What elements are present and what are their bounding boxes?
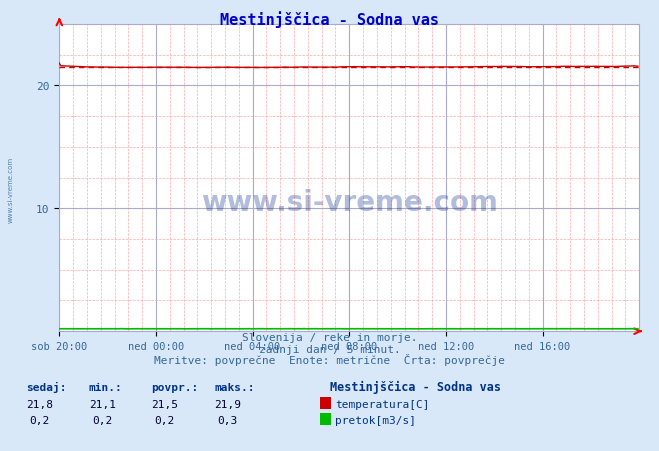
Text: www.si-vreme.com: www.si-vreme.com [201,189,498,216]
Text: 21,5: 21,5 [152,399,178,409]
Text: www.si-vreme.com: www.si-vreme.com [8,156,14,222]
Text: maks.:: maks.: [214,382,254,392]
Text: 0,2: 0,2 [155,415,175,425]
Text: povpr.:: povpr.: [152,382,199,392]
Text: 21,8: 21,8 [26,399,53,409]
Text: 0,3: 0,3 [217,415,237,425]
Text: temperatura[C]: temperatura[C] [335,399,429,409]
Text: pretok[m3/s]: pretok[m3/s] [335,415,416,425]
Text: Mestinjščica - Sodna vas: Mestinjščica - Sodna vas [330,380,500,393]
Text: zadnji dan / 5 minut.: zadnji dan / 5 minut. [258,344,401,354]
Text: 0,2: 0,2 [30,415,49,425]
Text: 21,9: 21,9 [214,399,241,409]
Text: Slovenija / reke in morje.: Slovenija / reke in morje. [242,332,417,342]
Text: min.:: min.: [89,382,123,392]
Text: sedaj:: sedaj: [26,381,67,392]
Text: Meritve: povprečne  Enote: metrične  Črta: povprečje: Meritve: povprečne Enote: metrične Črta:… [154,353,505,365]
Text: 0,2: 0,2 [92,415,112,425]
Text: Mestinjščica - Sodna vas: Mestinjščica - Sodna vas [220,11,439,28]
Text: 21,1: 21,1 [89,399,115,409]
